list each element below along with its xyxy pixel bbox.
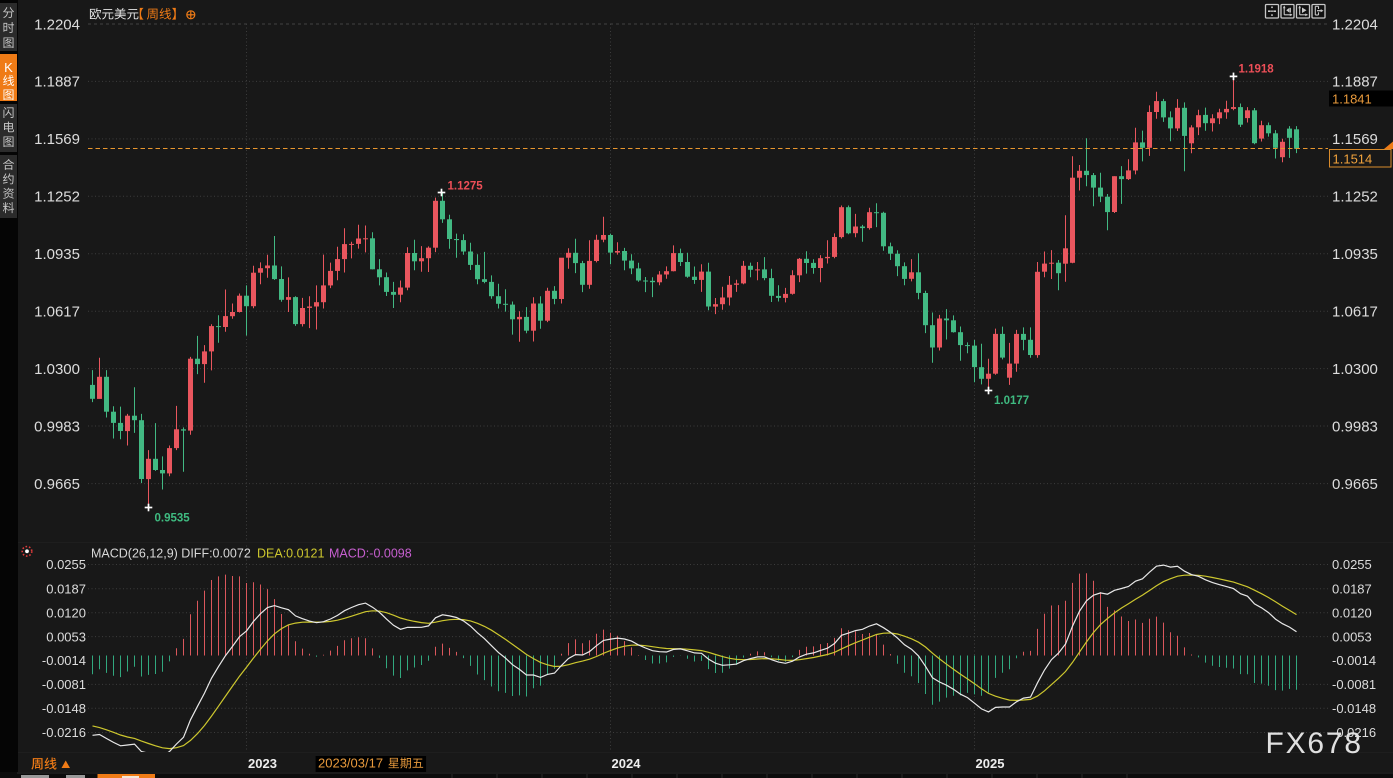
svg-text:1.1569: 1.1569 [34, 131, 80, 148]
svg-text:-0.0081: -0.0081 [1332, 677, 1376, 692]
svg-text:1.1887: 1.1887 [1332, 74, 1378, 91]
svg-text:0.0255: 0.0255 [46, 557, 86, 572]
svg-text:-0.0148: -0.0148 [1332, 701, 1376, 716]
svg-text:1.0300: 1.0300 [1332, 361, 1378, 378]
svg-text:1.0177: 1.0177 [994, 395, 1029, 407]
svg-text:0.9535: 0.9535 [155, 513, 191, 525]
svg-text:FX678: FX678 [1266, 727, 1363, 760]
svg-text:K: K [4, 60, 13, 75]
svg-text:-0.0216: -0.0216 [42, 725, 86, 740]
svg-text:1.1252: 1.1252 [34, 189, 80, 206]
svg-text:1.1514: 1.1514 [1333, 152, 1373, 167]
svg-text:1.0617: 1.0617 [34, 304, 80, 321]
svg-text:0.0053: 0.0053 [46, 629, 86, 644]
svg-text:0.9665: 0.9665 [34, 476, 80, 493]
svg-text:0.9983: 0.9983 [1332, 418, 1378, 435]
svg-text:-0.0014: -0.0014 [42, 653, 86, 668]
svg-text:0.0255: 0.0255 [1332, 557, 1372, 572]
svg-text:0.0120: 0.0120 [46, 605, 86, 620]
svg-text:1.0300: 1.0300 [34, 361, 80, 378]
svg-text:DEA:0.0121: DEA:0.0121 [257, 547, 324, 561]
svg-text:-0.0081: -0.0081 [42, 677, 86, 692]
svg-text:1.1918: 1.1918 [1239, 64, 1275, 76]
svg-text:1.2204: 1.2204 [34, 16, 80, 33]
svg-text:-0.0148: -0.0148 [42, 701, 86, 716]
svg-text:1.1887: 1.1887 [34, 74, 80, 91]
svg-text:0.0053: 0.0053 [1332, 629, 1372, 644]
svg-text:0.0187: 0.0187 [46, 582, 86, 597]
svg-text:0.0187: 0.0187 [1332, 582, 1372, 597]
svg-text:0.0120: 0.0120 [1332, 605, 1372, 620]
svg-text:2024: 2024 [612, 756, 642, 771]
svg-text:1.1252: 1.1252 [1332, 189, 1378, 206]
svg-text:1.0935: 1.0935 [1332, 246, 1378, 263]
svg-text:1.1569: 1.1569 [1332, 131, 1378, 148]
svg-text:0.9665: 0.9665 [1332, 476, 1378, 493]
svg-text:2023/03/17: 2023/03/17 [318, 756, 383, 771]
svg-text:MACD:-0.0098: MACD:-0.0098 [329, 547, 412, 561]
svg-text:-0.0216: -0.0216 [1332, 725, 1376, 740]
svg-text:MACD(26,12,9) DIFF:0.0072: MACD(26,12,9) DIFF:0.0072 [91, 547, 251, 561]
svg-text:0.9983: 0.9983 [34, 418, 80, 435]
svg-text:1.2204: 1.2204 [1332, 16, 1378, 33]
svg-text:-0.0014: -0.0014 [1332, 653, 1376, 668]
svg-text:1.0617: 1.0617 [1332, 304, 1378, 321]
svg-text:2025: 2025 [976, 756, 1005, 771]
svg-text:1.0935: 1.0935 [34, 246, 80, 263]
svg-text:2023: 2023 [248, 756, 277, 771]
svg-text:1.1275: 1.1275 [448, 181, 484, 193]
svg-text:1.1841: 1.1841 [1332, 92, 1372, 107]
